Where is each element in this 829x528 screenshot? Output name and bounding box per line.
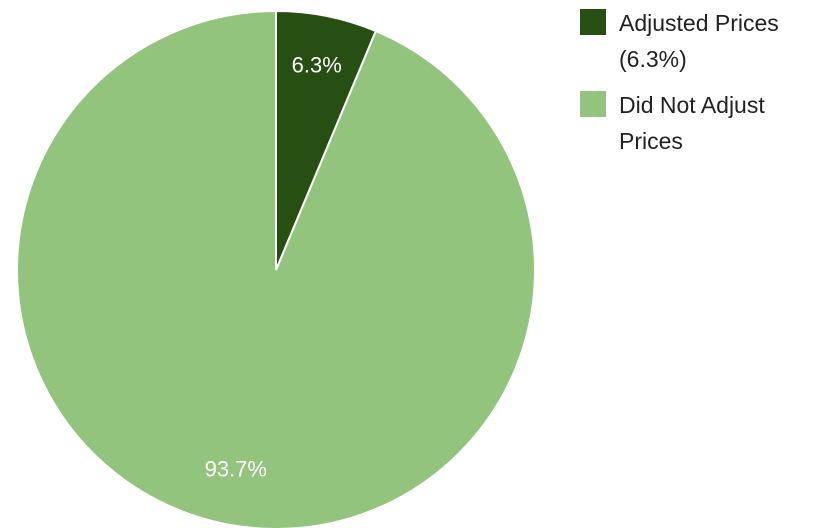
pie-slices	[16, 9, 536, 528]
legend-label: Did Not Adjust	[619, 92, 765, 118]
legend-item: Adjusted Prices (6.3%)	[580, 9, 779, 72]
legend-label: Prices	[619, 128, 683, 154]
legend: Adjusted Prices (6.3%) Did Not Adjust Price…	[580, 9, 779, 154]
slice-value-label: 6.3%	[292, 53, 342, 78]
slice-value-label: 93.7%	[205, 456, 267, 481]
pie-slice-did-not-adjust-prices	[16, 9, 536, 528]
pie-slice-labels: 6.3% 93.7%	[205, 53, 342, 482]
legend-label: (6.3%)	[619, 46, 687, 72]
legend-label: Adjusted Prices	[619, 10, 779, 36]
legend-item: Did Not Adjust Prices	[580, 91, 765, 154]
legend-swatch	[580, 91, 606, 117]
legend-swatch	[580, 9, 606, 35]
